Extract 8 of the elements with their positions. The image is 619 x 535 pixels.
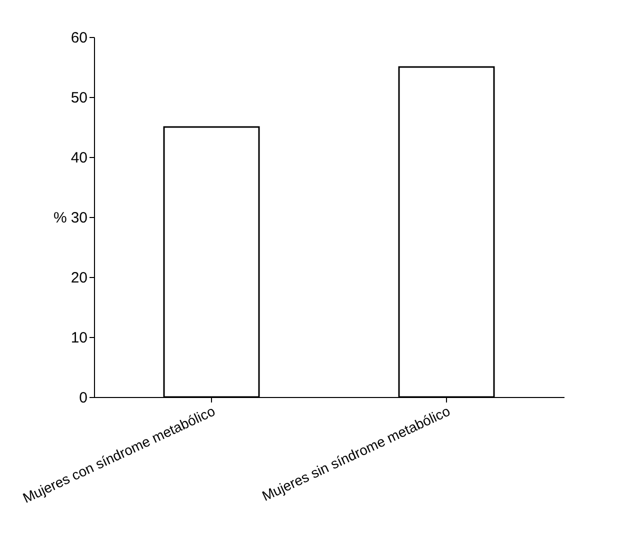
y-axis-title: % (53, 210, 67, 226)
y-tick-label: 60 (70, 30, 88, 46)
y-tick-label: 30 (70, 210, 88, 226)
y-tick-label: 50 (70, 90, 88, 106)
y-tick-label: 0 (79, 390, 88, 406)
y-tick-label: 10 (70, 330, 88, 346)
y-tick-label: 20 (70, 270, 88, 286)
y-tick-label: 40 (70, 150, 88, 166)
